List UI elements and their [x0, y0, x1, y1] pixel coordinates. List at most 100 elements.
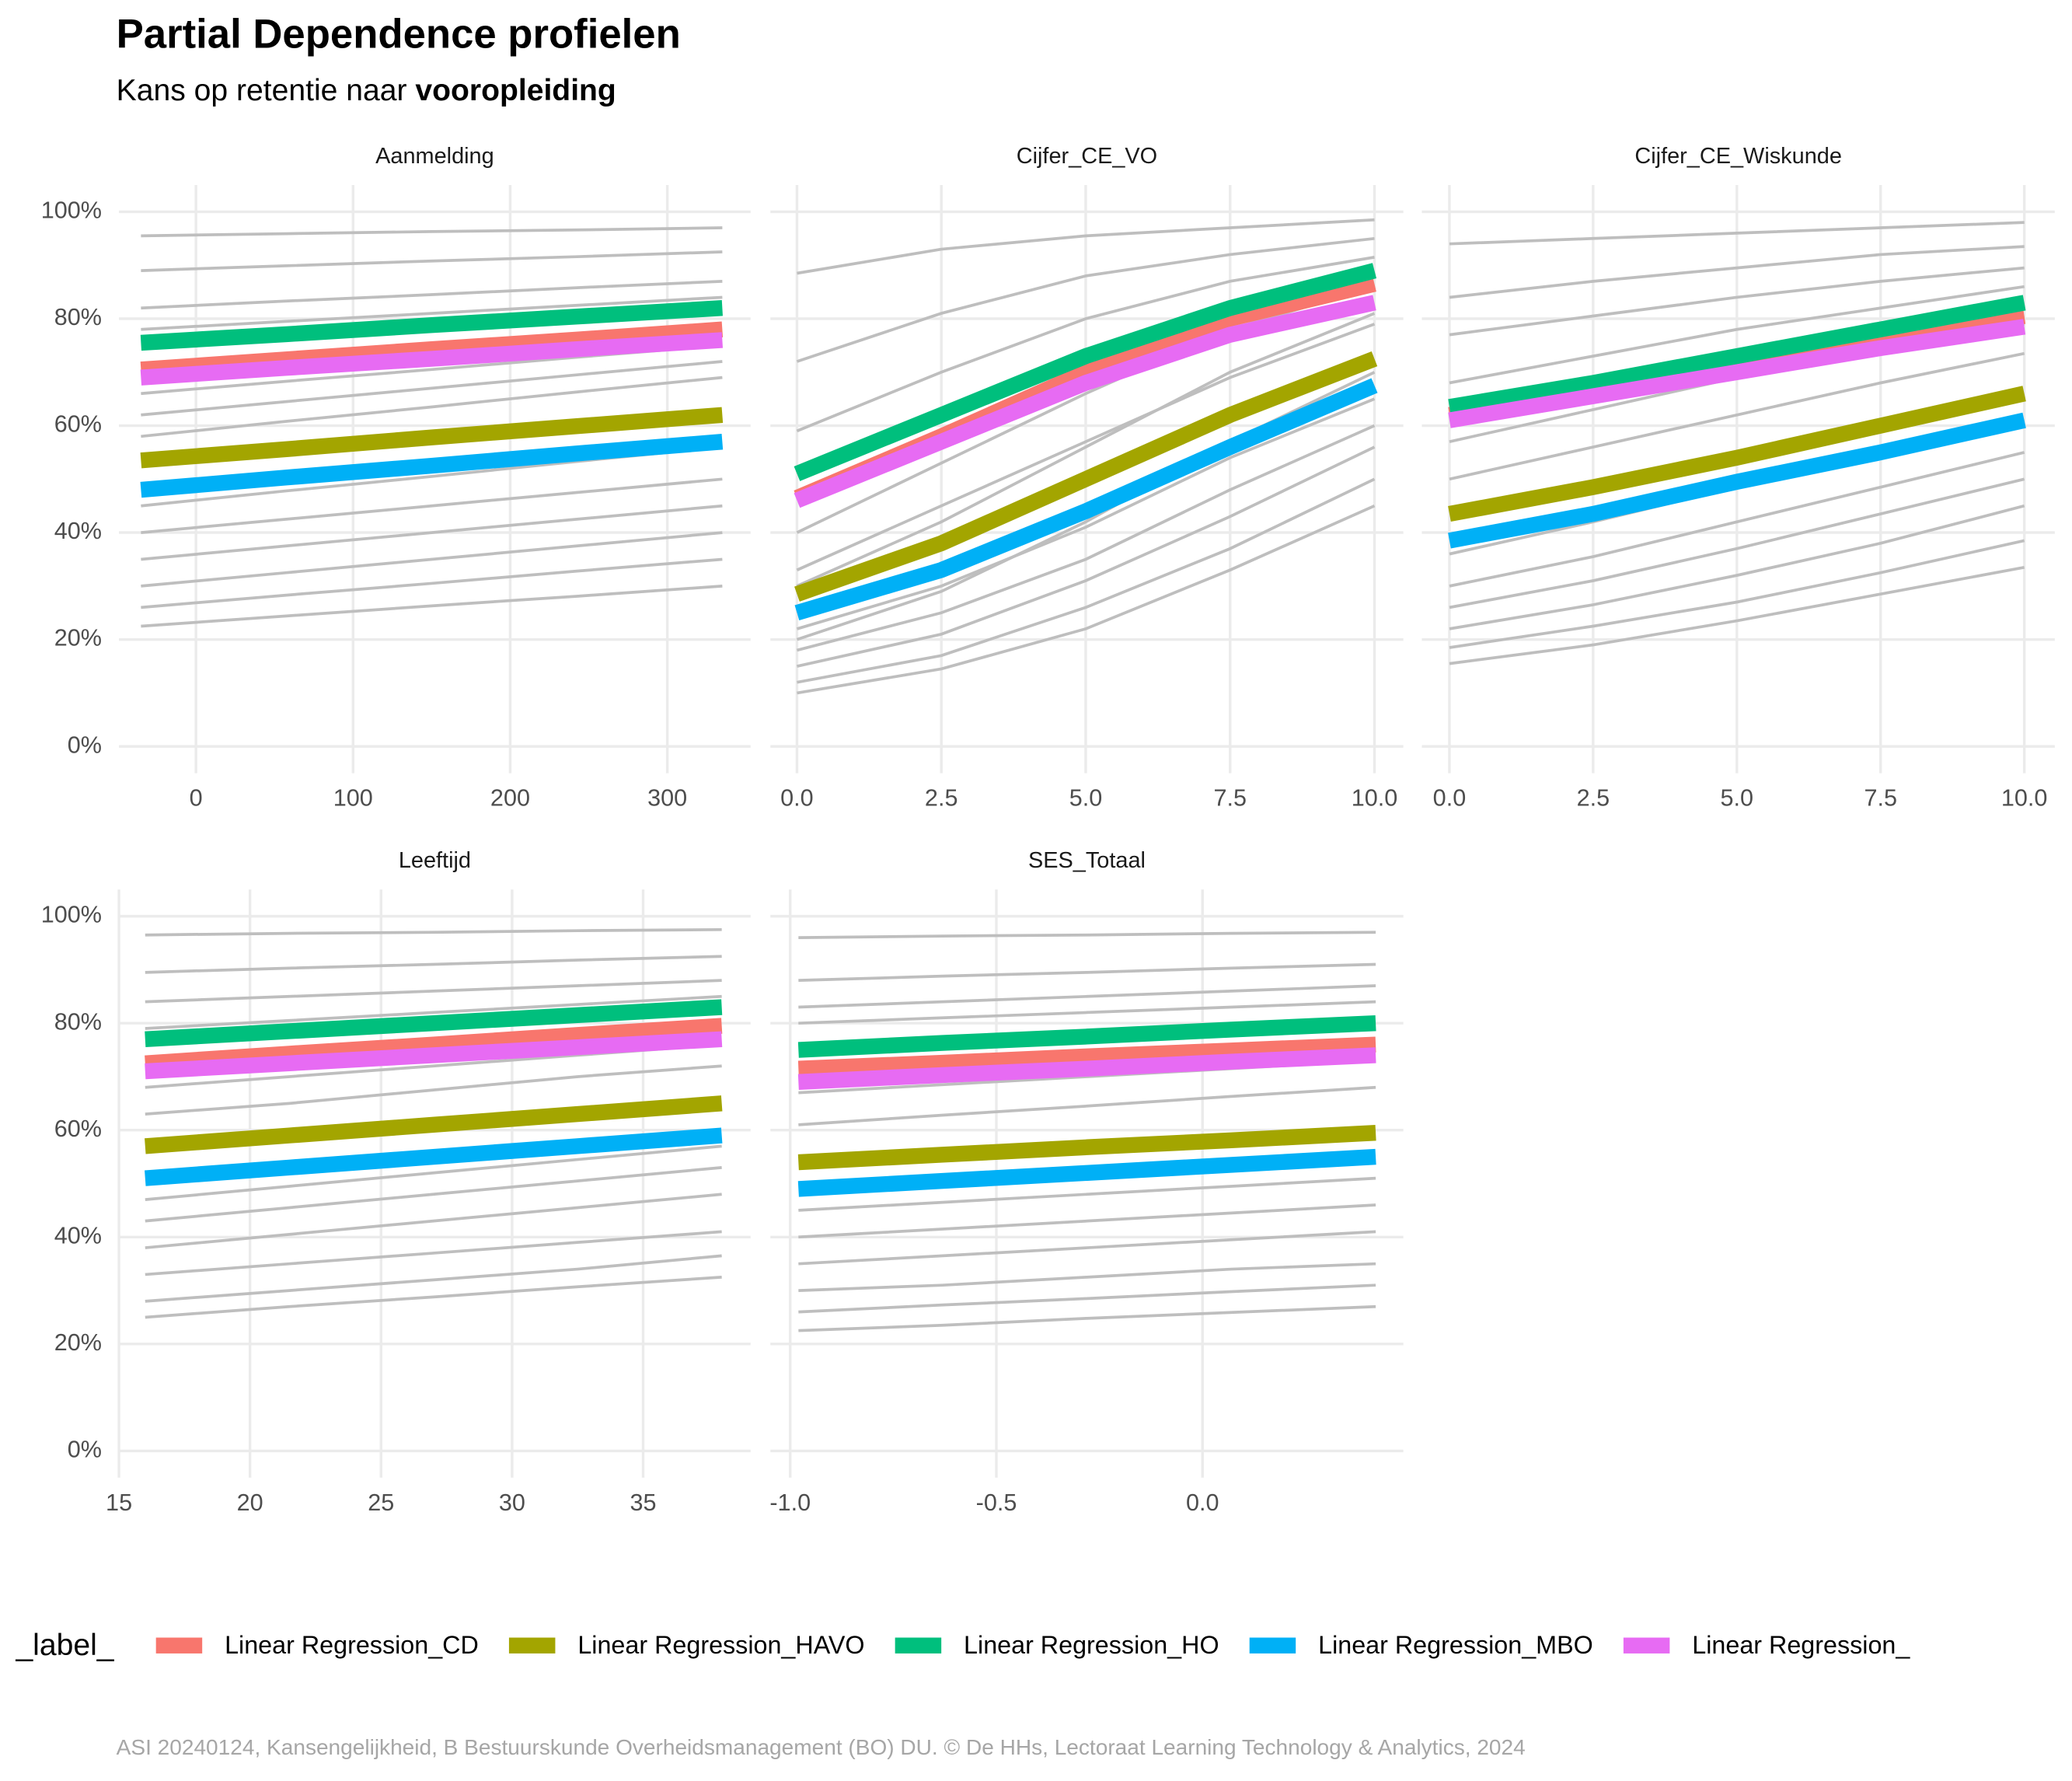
panel: 0% 20% 40% 60% 80% 100% 0 100 200 300 Aanmelding — [41, 144, 751, 812]
background-line — [145, 1276, 722, 1319]
background-line — [145, 1230, 722, 1276]
background-line — [141, 375, 723, 438]
background-line — [798, 1000, 1376, 1025]
legend-key — [508, 1637, 556, 1654]
panel: 0.0 2.5 5.0 7.5 10.0 Cijfer_CE_VO — [770, 144, 1404, 812]
series-line — [797, 1047, 1376, 1091]
background-line — [145, 1166, 722, 1223]
background-line — [1449, 221, 2025, 246]
background-line — [798, 1203, 1376, 1239]
y-tick-label: 20% — [54, 625, 102, 651]
x-tick-label: 0.0 — [780, 785, 814, 812]
legend-key — [895, 1637, 942, 1654]
x-tick-label: -0.5 — [976, 1489, 1017, 1516]
series-line — [145, 1095, 723, 1154]
series-line — [1448, 295, 2026, 415]
background-line — [1449, 539, 2025, 649]
chart-subtitle: Kans op retentie naar vooropleiding — [117, 74, 616, 107]
background-line — [798, 962, 1376, 983]
x-tick-label: 10.0 — [1352, 785, 1398, 812]
x-tick-label: 0.0 — [1186, 1489, 1219, 1516]
x-tick-label: 100 — [333, 785, 373, 812]
background-line — [797, 505, 1376, 695]
x-tick-label: 0 — [190, 785, 203, 812]
background-line — [145, 927, 722, 937]
series-line — [1448, 319, 2026, 428]
background-line — [798, 984, 1376, 1009]
x-tick-label: 2.5 — [1577, 785, 1610, 812]
x-tick-label: 35 — [630, 1489, 656, 1516]
series-line — [797, 1148, 1376, 1197]
background-line — [796, 397, 1376, 630]
series-line — [140, 434, 724, 498]
panel: -1.0 -0.5 0.0 SES_Totaal — [769, 848, 1404, 1516]
x-tick-label: 10.0 — [2001, 785, 2048, 812]
series-line — [145, 1018, 723, 1071]
legend-key — [1623, 1637, 1670, 1654]
legend-title: _label_ — [15, 1629, 114, 1662]
background-line — [796, 323, 1376, 571]
background-line — [798, 1283, 1376, 1314]
background-line — [798, 1085, 1376, 1126]
legend-key — [1249, 1637, 1296, 1654]
background-line — [1449, 245, 2025, 299]
background-line — [798, 1304, 1376, 1332]
background-line — [141, 504, 723, 561]
x-tick-label: 30 — [499, 1489, 525, 1516]
background-line — [145, 994, 722, 1030]
panel-title: Cijfer_CE_Wiskunde — [1634, 144, 1842, 169]
x-tick-label: 5.0 — [1721, 785, 1754, 812]
background-line — [141, 477, 723, 534]
background-line — [1449, 477, 2025, 609]
background-line — [798, 1230, 1376, 1266]
y-tick-label: 100% — [41, 197, 102, 223]
subtitle-emphasis: vooropleiding — [415, 74, 616, 107]
series-line — [797, 1014, 1376, 1058]
background-line — [798, 1262, 1376, 1292]
y-tick-label: 40% — [54, 1222, 102, 1248]
x-tick-label: 25 — [368, 1489, 394, 1516]
series-line — [797, 1124, 1376, 1171]
legend-key — [155, 1637, 203, 1654]
y-tick-label: 20% — [54, 1329, 102, 1356]
background-line — [1449, 266, 2025, 337]
x-tick-label: 300 — [647, 785, 687, 812]
y-tick-label: 60% — [54, 1116, 102, 1142]
background-line — [1449, 285, 2025, 385]
background-line — [145, 1254, 722, 1303]
background-line — [141, 531, 723, 588]
series-line — [1448, 412, 2026, 549]
background-line — [145, 1193, 722, 1249]
background-line — [796, 236, 1375, 363]
series-line — [794, 378, 1378, 621]
legend-label: Linear Regression_ — [1692, 1631, 1910, 1659]
background-line — [141, 557, 723, 609]
x-tick-label: 5.0 — [1069, 785, 1103, 812]
legend-label: Linear Regression_CD — [225, 1631, 479, 1659]
x-tick-label: 15 — [106, 1489, 132, 1516]
x-tick-label: -1.0 — [769, 1489, 811, 1516]
x-tick-label: 7.5 — [1213, 785, 1247, 812]
y-tick-label: 0% — [68, 732, 102, 758]
y-tick-label: 0% — [68, 1436, 102, 1462]
series-line — [145, 999, 723, 1047]
background-line — [141, 279, 723, 310]
y-tick-label: 80% — [54, 304, 102, 330]
background-line — [797, 477, 1376, 684]
series-line — [794, 351, 1378, 602]
series-line — [145, 1031, 723, 1080]
background-line — [1449, 504, 2025, 630]
background-line — [797, 218, 1375, 275]
y-tick-label: 100% — [41, 902, 102, 928]
background-line — [1449, 351, 2025, 481]
background-line — [141, 360, 723, 417]
y-tick-label: 80% — [54, 1008, 102, 1035]
x-tick-label: 200 — [490, 785, 530, 812]
background-line — [141, 250, 723, 272]
background-line — [145, 1144, 722, 1202]
panel: 0% 20% 40% 60% 80% 100% 15 20 25 30 35 Leeftijd — [41, 848, 751, 1516]
background-line — [796, 424, 1376, 652]
x-tick-label: 0.0 — [1433, 785, 1467, 812]
